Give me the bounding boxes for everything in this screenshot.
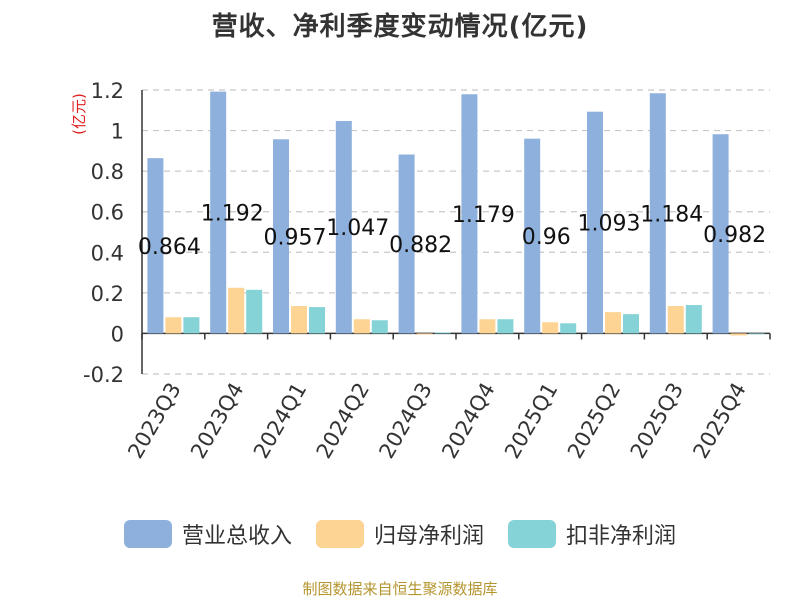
data-label: 1.184 [640,202,703,227]
y-tick-label: 0.4 [91,241,124,265]
data-label: 1.093 [578,212,641,237]
bar-2025Q2-1 [605,312,621,334]
legend-label: 归母净利润 [373,524,484,549]
y-axis-title: (亿元) [70,93,88,135]
bar-2025Q1-1 [542,322,559,334]
legend-item[interactable]: 营业总收入 [123,518,292,550]
legend-label: 扣非净利润 [566,524,677,549]
x-tick-label: 2024Q2 [312,379,374,463]
bar-2024Q4-2 [497,319,514,334]
bar-2023Q3-1 [165,317,182,334]
legend-item[interactable]: 归母净利润 [315,518,484,550]
y-tick-label: 1 [111,120,124,144]
bar-2023Q4-0 [210,91,227,334]
legend-label: 营业总收入 [181,524,292,549]
bar-2024Q1-0 [273,139,289,334]
x-tick-label: 2025Q2 [563,379,625,463]
bar-2025Q1-0 [524,138,541,334]
x-tick-label: 2024Q1 [249,379,311,463]
y-tick-label: 0 [111,322,124,346]
y-tick-label: 0.2 [91,282,124,306]
bar-2023Q3-0 [147,158,164,334]
bar-2024Q3-1 [416,333,433,335]
bar-2025Q2-0 [587,111,603,334]
x-tick-label: 2025Q3 [626,379,688,463]
bar-2024Q3-0 [398,154,415,334]
bar-2025Q4-0 [712,134,729,334]
y-tick-label: -0.2 [83,363,124,387]
data-label: 1.047 [326,216,389,241]
bar-2023Q4-2 [246,289,263,334]
bar-2025Q3-1 [667,306,684,334]
y-tick-label: 1.2 [91,79,124,103]
legend-swatch [508,520,556,548]
data-label: 1.179 [452,203,515,228]
bar-2025Q4-2 [748,333,765,335]
y-tick-label: 0.6 [91,201,124,225]
data-label: 0.864 [138,235,201,260]
legend-item[interactable]: 扣非净利润 [508,518,676,550]
bar-2025Q3-0 [649,93,666,334]
y-tick-label: 0.8 [91,160,124,184]
bar-2024Q4-0 [461,94,478,334]
data-label: 1.192 [201,202,264,227]
chart-title: 营收、净利季度变动情况(亿元) [211,12,589,42]
data-label: 0.982 [703,223,766,248]
bar-2024Q2-2 [371,320,388,334]
bar-2025Q1-2 [560,323,577,334]
bar-2025Q2-2 [623,314,639,334]
bar-2025Q3-2 [685,305,702,334]
bar-2024Q3-2 [434,332,451,334]
x-tick-label: 2023Q3 [123,379,185,463]
data-label: 0.96 [522,225,571,250]
legend: 营业总收入 归母净利润 扣非净利润 [0,518,800,550]
x-tick-label: 2025Q4 [688,379,750,463]
legend-swatch [315,520,364,548]
bar-2024Q1-2 [309,307,325,334]
x-tick-label: 2025Q1 [500,379,562,463]
data-label: 0.882 [389,233,452,258]
x-tick-label: 2024Q4 [437,379,499,463]
bar-2024Q4-1 [479,319,496,334]
bar-2025Q4-1 [730,333,747,336]
bar-2023Q4-1 [228,287,245,334]
bar-2023Q3-2 [183,317,200,334]
source-note: 制图数据来自恒生聚源数据库 [302,580,498,598]
x-tick-label: 2023Q4 [186,379,248,463]
bar-2024Q2-0 [335,121,352,334]
data-label: 0.957 [264,225,327,250]
bar-2024Q1-1 [291,306,307,334]
x-tick-label: 2024Q3 [374,378,436,462]
bars [147,91,765,336]
bar-2024Q2-1 [353,319,370,334]
legend-swatch [123,520,172,548]
